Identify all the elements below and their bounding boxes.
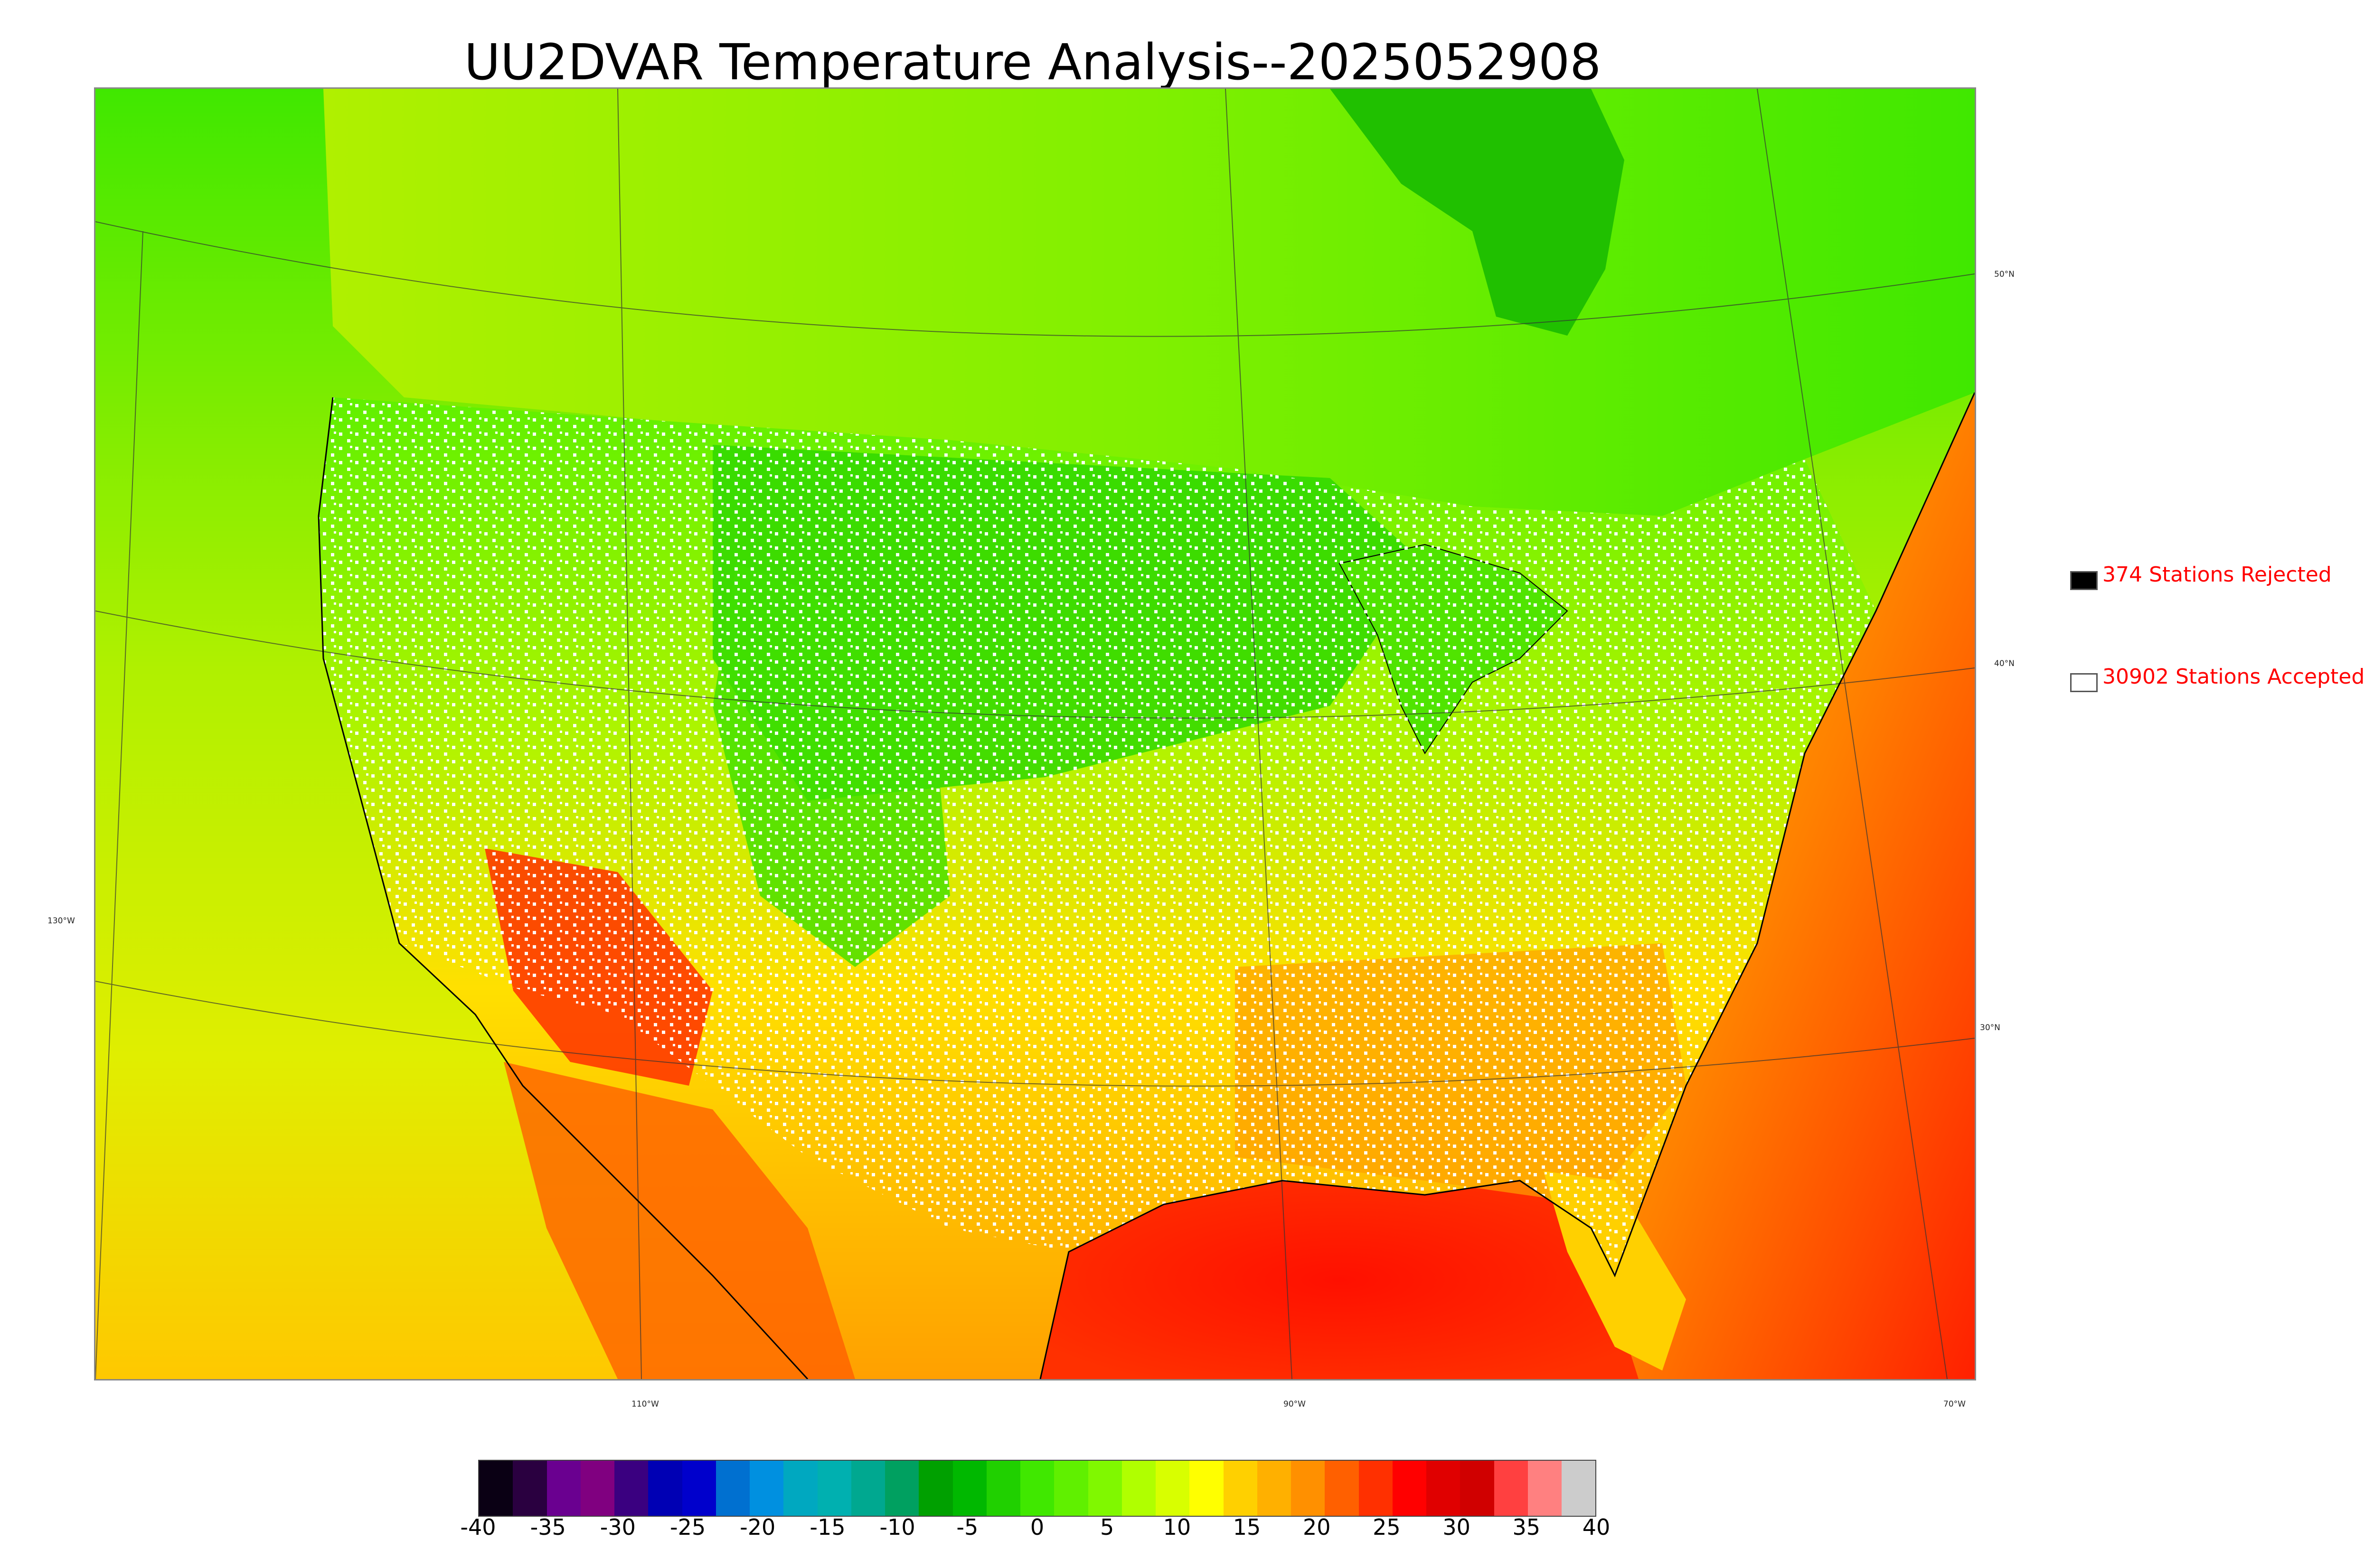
colorbar-segment (1562, 1461, 1596, 1516)
accepted-stations (319, 397, 1876, 1276)
colorbar-tick-label: 35 (1512, 1514, 1541, 1540)
colorbar-segment (1392, 1461, 1426, 1516)
colorbar-segment (1054, 1461, 1088, 1516)
colorbar-tick-label: 25 (1373, 1514, 1401, 1540)
temperature-map[interactable] (94, 87, 1976, 1380)
colorbar-segment (1257, 1461, 1291, 1516)
lon-label-70w: 70°W (1943, 1399, 1966, 1409)
colorbar-tick-label: -20 (740, 1514, 776, 1540)
colorbar-tick-label: 20 (1302, 1514, 1331, 1540)
colorbar-segment (817, 1461, 851, 1516)
colorbar-tick-label: -25 (669, 1514, 706, 1540)
colorbar-segment (986, 1461, 1020, 1516)
colorbar-tick-label: 0 (1030, 1514, 1045, 1540)
colorbar-segment (750, 1461, 784, 1516)
colorbar-segment (1189, 1461, 1224, 1516)
atlantic-ocean (1591, 393, 1975, 1379)
colorbar-tick-label: -5 (956, 1514, 979, 1540)
rejected-swatch (2070, 571, 2098, 590)
hudson-bay (1330, 89, 1624, 336)
colorbar-segment (1156, 1461, 1190, 1516)
colorbar-segment (885, 1461, 919, 1516)
rejected-label: 374 Stations Rejected (2102, 563, 2332, 587)
colorbar-segment (648, 1461, 682, 1516)
colorbar-tick-label: -30 (600, 1514, 636, 1540)
coastlines (318, 392, 1975, 1379)
colorbar-segment (1088, 1461, 1122, 1516)
lat-label-50n: 50°N (1994, 270, 2015, 279)
colorbar-segment (580, 1461, 614, 1516)
lon-label-130w: 130°W (47, 916, 75, 926)
colorbar-tick-label: 5 (1100, 1514, 1114, 1540)
colorbar-segment (479, 1461, 513, 1516)
map-title: UU2DVAR Temperature Analysis--2025052908 (464, 33, 1602, 91)
accepted-swatch (2070, 673, 2098, 692)
gulf-of-mexico (1040, 1181, 1639, 1379)
colorbar-segment (1291, 1461, 1325, 1516)
accepted-label: 30902 Stations Accepted (2102, 665, 2365, 689)
colorbar-tick-label: -35 (530, 1514, 566, 1540)
colorbar-segment (1460, 1461, 1494, 1516)
colorbar-segment (783, 1461, 818, 1516)
colorbar-tick-label: 10 (1163, 1514, 1191, 1540)
colorbar-segment (1494, 1461, 1528, 1516)
colorbar-segment (1325, 1461, 1359, 1516)
lat-label-30n: 30°N (1980, 1023, 2000, 1033)
lon-label-110w: 110°W (631, 1399, 659, 1409)
colorbar-segment (546, 1461, 581, 1516)
colorbar-segment (1223, 1461, 1257, 1516)
colorbar-segment (1121, 1461, 1156, 1516)
colorbar-tick-label: -40 (460, 1514, 496, 1540)
colorbar-segment (716, 1461, 750, 1516)
colorbar-tick-label: 30 (1442, 1514, 1470, 1540)
lon-label-90w: 90°W (1283, 1399, 1306, 1409)
colorbar-tick-label: 15 (1233, 1514, 1261, 1540)
temperature-colorbar (478, 1460, 1596, 1517)
colorbar-tick-label: -15 (810, 1514, 846, 1540)
colorbar-tick-label: 40 (1582, 1514, 1611, 1540)
colorbar-segment (1527, 1461, 1562, 1516)
colorbar-segment (614, 1461, 649, 1516)
colorbar-segment (682, 1461, 716, 1516)
colorbar-segment (1426, 1461, 1460, 1516)
colorbar-segment (513, 1461, 547, 1516)
colorbar-tick-label: -10 (879, 1514, 915, 1540)
colorbar-segment (919, 1461, 953, 1516)
colorbar-segment (1020, 1461, 1055, 1516)
map-canvas (95, 89, 1975, 1379)
mexico-hot (504, 1062, 855, 1379)
colorbar-segment (851, 1461, 885, 1516)
colorbar-segment (1358, 1461, 1393, 1516)
colorbar-segment (952, 1461, 987, 1516)
lat-label-40n: 40°N (1994, 659, 2015, 668)
graticule (95, 89, 1975, 1379)
